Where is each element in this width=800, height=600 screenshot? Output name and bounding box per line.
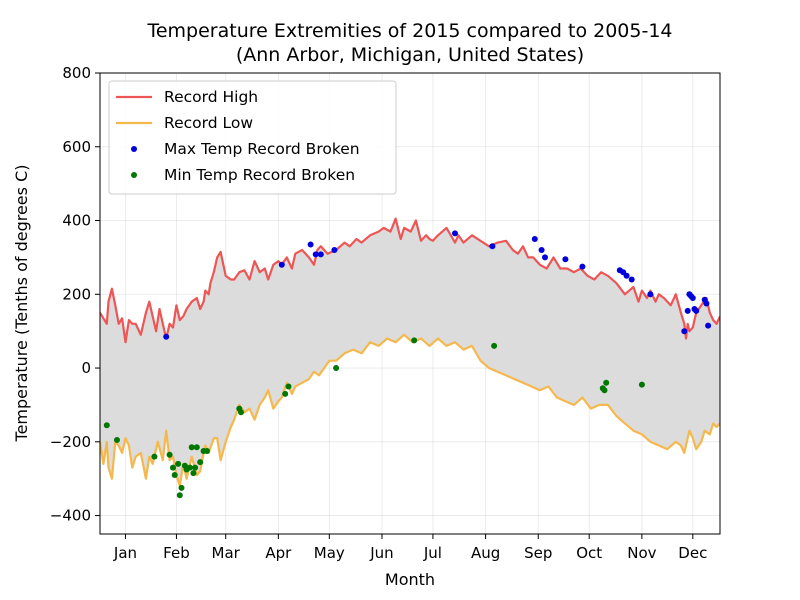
y-tick-label: 600 (62, 138, 91, 156)
x-axis-label: Month (385, 570, 435, 589)
y-tick-label: 800 (62, 64, 91, 82)
x-tick-label: Nov (627, 544, 656, 562)
min-temp-record-broken-point (114, 437, 120, 443)
min-temp-record-broken-point (151, 454, 157, 460)
x-tick-label: Feb (163, 544, 190, 562)
max-temp-record-broken-point (703, 301, 709, 307)
legend-label-record-high: Record High (164, 88, 258, 106)
max-temp-record-broken-point (279, 262, 285, 268)
x-tick-label: Mar (212, 544, 241, 562)
y-tick-label: −400 (50, 507, 91, 525)
min-temp-record-broken-point (167, 452, 173, 458)
max-temp-record-broken-point (532, 236, 538, 242)
max-temp-record-broken-point (705, 323, 711, 329)
max-temp-record-broken-point (693, 308, 699, 314)
legend: Record High Record Low Max Temp Record Bro… (109, 81, 396, 194)
max-temp-record-broken-point (489, 243, 495, 249)
legend-label-min-temp-record-broken: Min Temp Record Broken (164, 166, 355, 184)
y-tick-label: 400 (62, 212, 91, 230)
max-temp-record-broken-point (331, 247, 337, 253)
max-temp-record-broken-point (579, 264, 585, 270)
min-temp-record-broken-point (411, 337, 417, 343)
min-temp-record-broken-point (282, 391, 288, 397)
y-tick-label: 200 (62, 285, 91, 303)
min-temp-record-broken-point (177, 492, 183, 498)
min-temp-record-broken-point (190, 470, 196, 476)
plot-area: −400 −200 0 200 400 600 800 Jan Feb Mar Apr May Jun J… (50, 64, 720, 562)
min-temp-record-broken-point (170, 465, 176, 471)
x-tick-label: Jun (369, 544, 393, 562)
x-tick-label: Jul (423, 544, 442, 562)
chart-subtitle: (Ann Arbor, Michigan, United States) (236, 44, 584, 66)
max-temp-record-broken-point (647, 291, 653, 297)
max-temp-record-broken-point (685, 308, 691, 314)
min-temp-record-broken-point (192, 465, 198, 471)
min-temp-record-broken-point (491, 343, 497, 349)
max-temp-record-broken-point (163, 334, 169, 340)
x-tick-label: May (314, 544, 345, 562)
x-tick-label: Dec (678, 544, 707, 562)
min-temp-record-broken-point (603, 380, 609, 386)
min-temp-record-broken-point (194, 444, 200, 450)
max-temp-record-broken-point (542, 254, 548, 260)
y-tick-label: 0 (81, 359, 91, 377)
x-tick-label: Aug (471, 544, 500, 562)
max-temp-record-broken-point (562, 256, 568, 262)
legend-label-max-temp-record-broken: Max Temp Record Broken (164, 140, 360, 158)
chart-title: Temperature Extremities of 2015 compared… (146, 20, 672, 42)
legend-swatch-min-temp-record-broken (131, 172, 137, 178)
legend-label-record-low: Record Low (164, 114, 253, 132)
max-temp-record-broken-point (308, 242, 314, 248)
min-temp-record-broken-point (104, 422, 110, 428)
max-temp-record-broken-point (539, 247, 545, 253)
y-axis-label: Temperature (Tenths of degrees C) (12, 165, 31, 443)
y-tick-label: −200 (50, 433, 91, 451)
min-temp-record-broken-point (333, 365, 339, 371)
min-temp-record-broken-point (175, 461, 181, 467)
min-temp-record-broken-point (204, 448, 210, 454)
max-temp-record-broken-point (318, 251, 324, 257)
max-temp-record-broken-point (629, 277, 635, 283)
max-temp-record-broken-point (681, 328, 687, 334)
min-temp-record-broken-point (639, 382, 645, 388)
min-temp-record-broken-point (179, 485, 185, 491)
max-temp-record-broken-point (624, 273, 630, 279)
min-temp-record-broken-point (602, 387, 608, 393)
x-tick-label: Apr (265, 544, 292, 562)
max-temp-record-broken-point (452, 230, 458, 236)
min-temp-record-broken-point (172, 472, 178, 478)
x-tick-label: Sep (524, 544, 552, 562)
legend-swatch-max-temp-record-broken (131, 146, 137, 152)
x-tick-label: Oct (576, 544, 602, 562)
x-tick-label: Jan (113, 544, 137, 562)
min-temp-record-broken-point (238, 409, 244, 415)
min-temp-record-broken-point (286, 384, 292, 390)
max-temp-record-broken-point (690, 295, 696, 301)
min-temp-record-broken-point (197, 459, 203, 465)
